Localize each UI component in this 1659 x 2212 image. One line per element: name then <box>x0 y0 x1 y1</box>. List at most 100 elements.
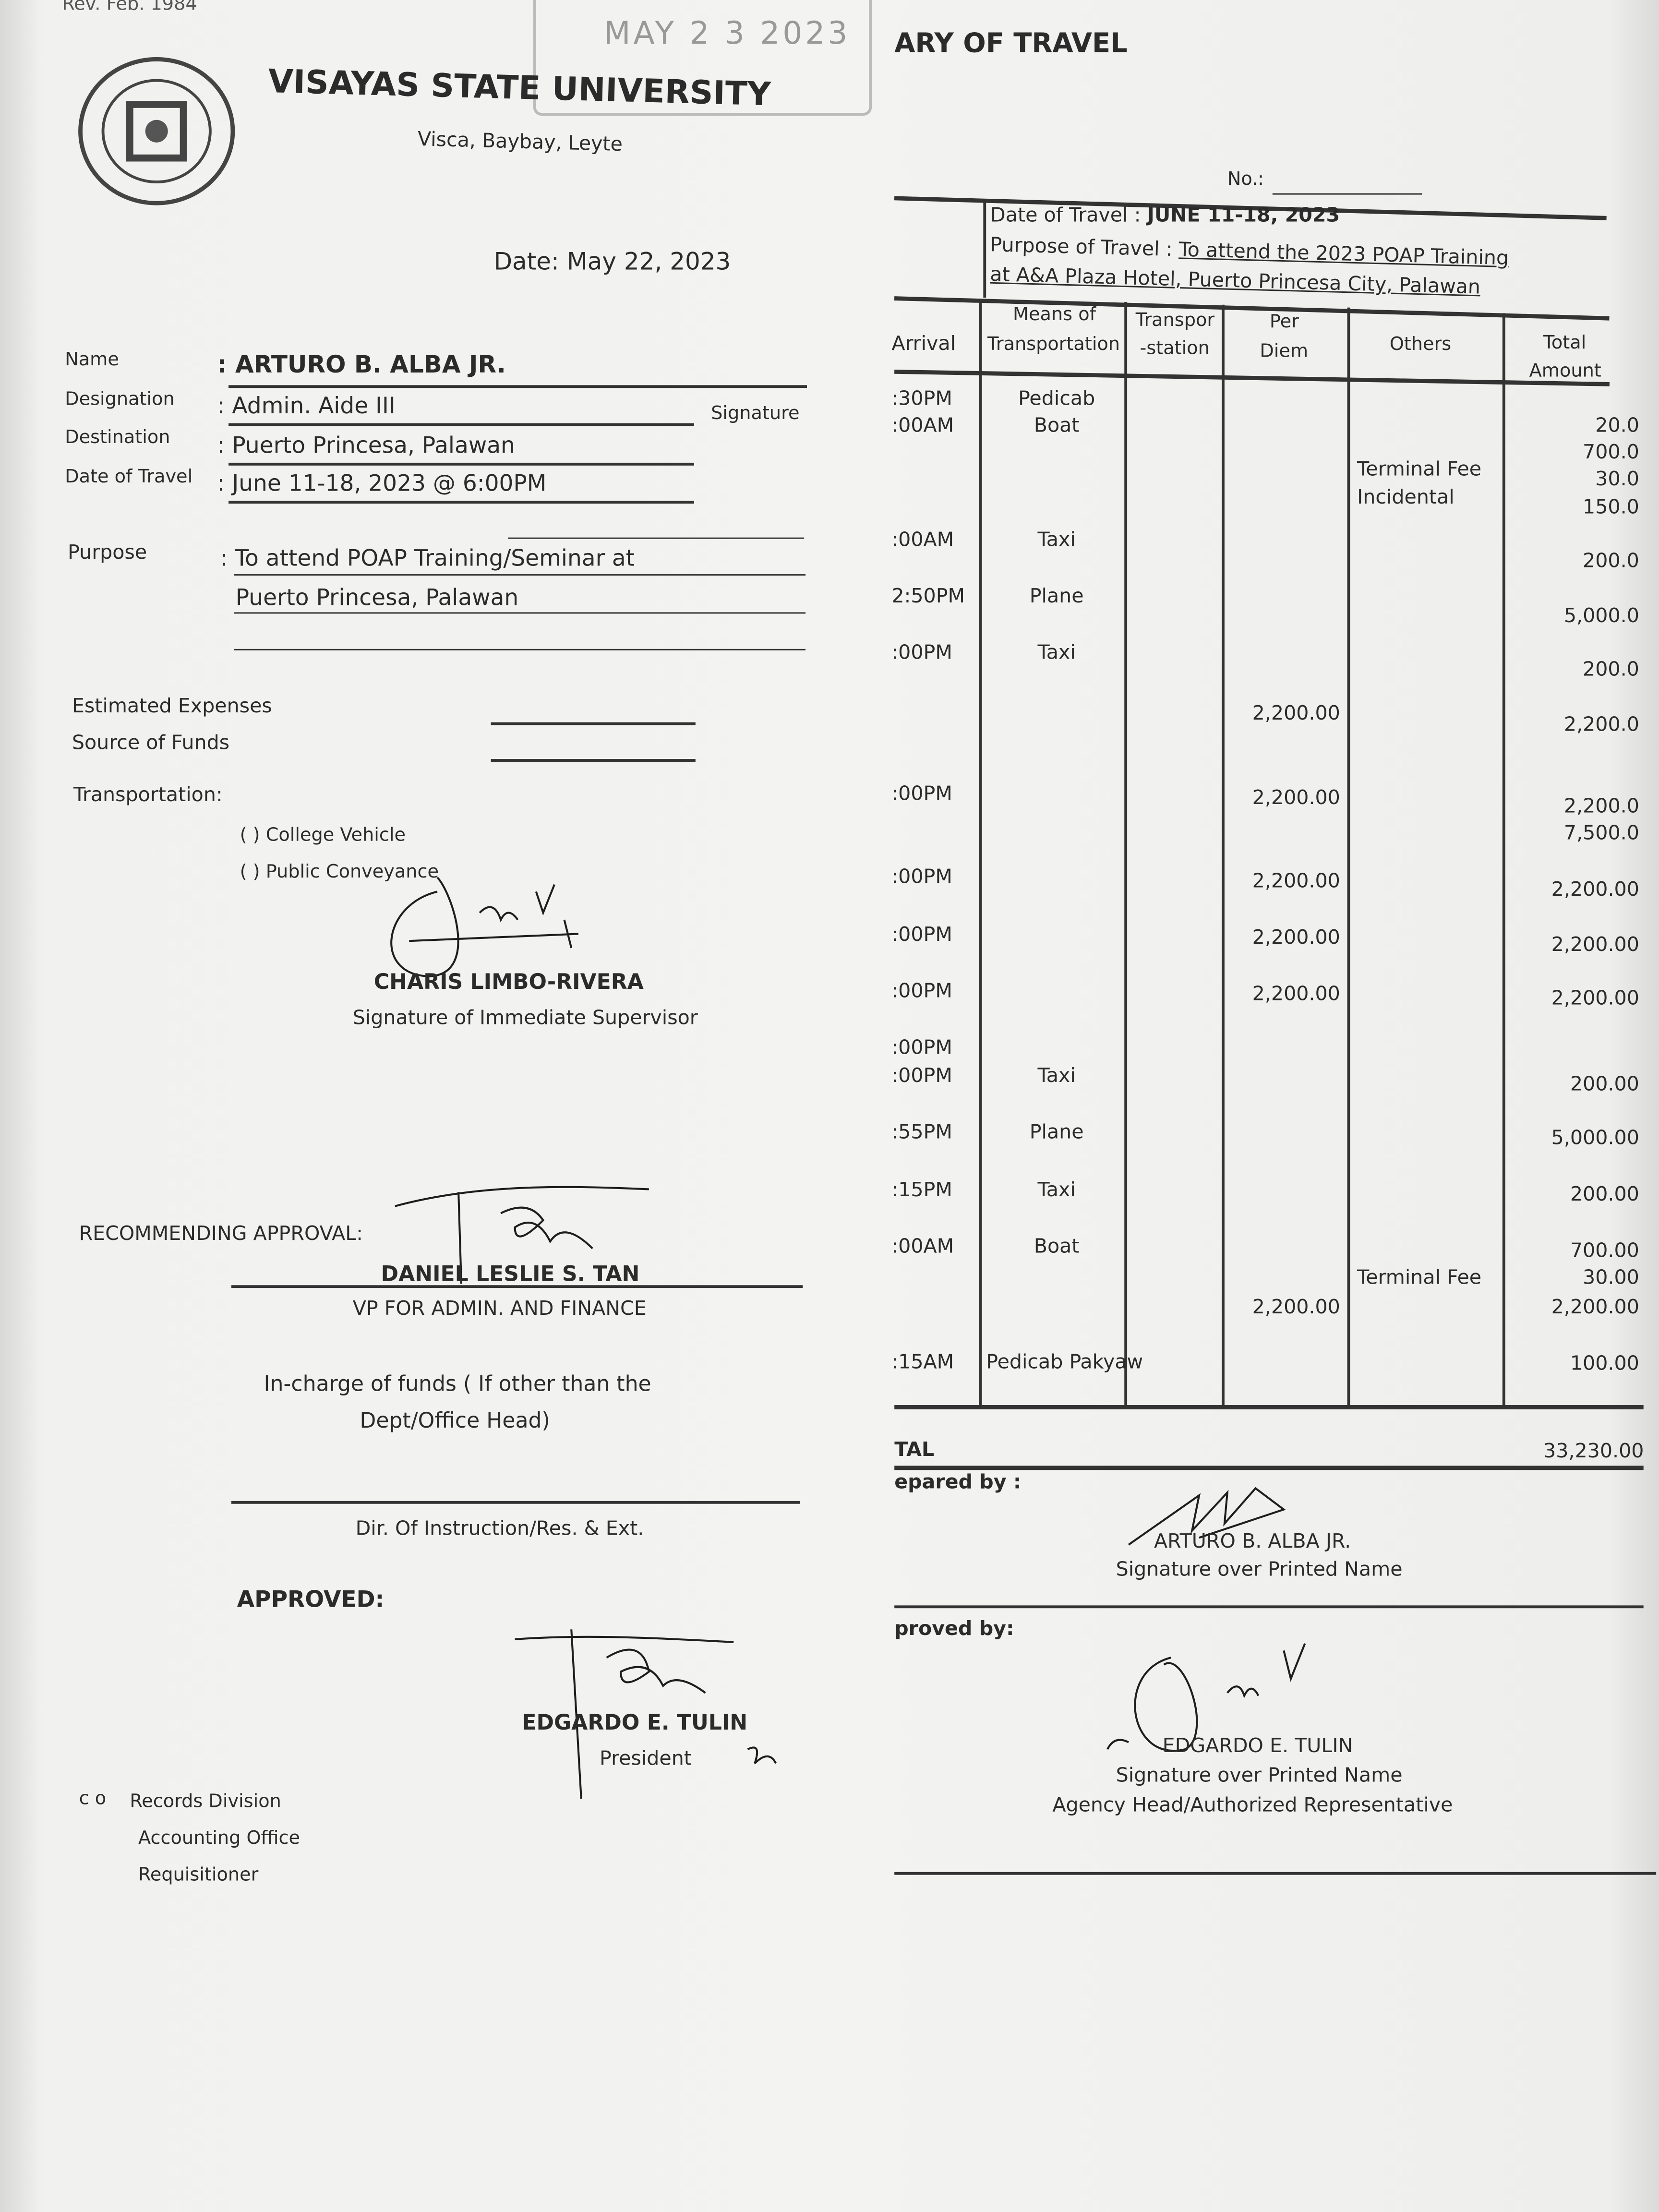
per-diem-value: 2,200.00 <box>1252 787 1340 810</box>
means-of-transport: Pedicab <box>1018 388 1095 411</box>
arrival-time: :30PM <box>891 388 952 411</box>
total-amount-value: 2,200.00 <box>1551 1296 1639 1319</box>
supervisor-name: CHARIS LIMBO-RIVERA <box>373 969 644 995</box>
source-of-funds-label: Source of Funds <box>72 732 230 755</box>
total-amount-value: 2,200.00 <box>1551 987 1639 1010</box>
total-amount-value: 20.0 <box>1595 415 1639 438</box>
arrival-time: :00AM <box>891 415 954 438</box>
signature-label: Signature <box>711 403 800 425</box>
received-stamp <box>533 0 872 116</box>
means-of-transport: Boat <box>1034 415 1080 438</box>
means-of-transport: Taxi <box>1037 642 1076 665</box>
recommending-approval-label: RECOMMENDING APPROVAL: <box>79 1223 363 1246</box>
transportation-label: Transportation: <box>73 784 223 807</box>
purpose-label: Purpose <box>68 541 147 565</box>
arrival-time: :00AM <box>891 529 954 552</box>
col-transpo2: -station <box>1140 338 1210 360</box>
destination-value: : Puerto Princesa, Palawan <box>217 432 515 459</box>
arrival-time: 2:50PM <box>891 585 965 608</box>
recommender-signature <box>395 1186 649 1284</box>
approved-by-label: proved by: <box>894 1618 1014 1641</box>
document-date: Date: May 22, 2023 <box>493 248 731 277</box>
col-per-diem: Per <box>1269 312 1299 333</box>
designation-label: Designation <box>65 389 175 411</box>
university-address: Visca, Baybay, Leyte <box>417 128 623 156</box>
col-total2: Amount <box>1529 361 1601 383</box>
means-of-transport: Taxi <box>1037 1065 1076 1088</box>
total-amount-value: 2,200.0 <box>1563 795 1639 818</box>
president-name: EDGARDO E. TULIN <box>522 1709 748 1735</box>
others-item: Terminal Fee <box>1357 458 1482 481</box>
others-item: Incidental <box>1357 486 1455 509</box>
total-amount: 33,230.00 <box>1543 1440 1644 1463</box>
means-of-transport: Taxi <box>1037 1179 1076 1202</box>
travel-date-value: : June 11-18, 2023 @ 6:00PM <box>217 469 547 497</box>
recommender-title: VP FOR ADMIN. AND FINANCE <box>352 1298 647 1321</box>
incharge-funds-line2: Dept/Office Head) <box>360 1407 550 1433</box>
purpose-value-line1: : To attend POAP Training/Seminar at <box>220 544 635 572</box>
total-amount-value: 200.0 <box>1583 550 1639 573</box>
purpose-value-line2: Puerto Princesa, Palawan <box>235 584 519 611</box>
cc-requisitioner: Requisitioner <box>138 1865 259 1887</box>
estimated-expenses-label: Estimated Expenses <box>72 695 272 718</box>
preparer-signature <box>1128 1487 1286 1546</box>
total-amount-value: 2,200.00 <box>1551 878 1639 902</box>
total-amount-value: 100.00 <box>1570 1353 1639 1376</box>
total-amount-value: 700.0 <box>1583 441 1639 464</box>
total-amount-value: 5,000.0 <box>1563 605 1639 628</box>
name-label: Name <box>65 349 119 371</box>
per-diem-value: 2,200.00 <box>1252 1296 1340 1319</box>
approver-signature <box>1106 1643 1306 1752</box>
col-per-diem2: Diem <box>1260 341 1309 363</box>
cc-label: c o <box>79 1789 107 1810</box>
total-amount-value: 2,200.0 <box>1563 714 1639 737</box>
means-of-transport: Boat <box>1034 1236 1080 1259</box>
others-item: Terminal Fee <box>1357 1267 1482 1290</box>
per-diem-value: 2,200.00 <box>1252 926 1340 950</box>
approved-label: APPROVED: <box>237 1586 385 1613</box>
per-diem-value: 2,200.00 <box>1252 983 1340 1006</box>
col-means2: Transportation <box>987 334 1120 356</box>
per-diem-value: 2,200.00 <box>1252 870 1340 893</box>
total-amount-value: 30.00 <box>1583 1267 1639 1290</box>
arrival-time: :00PM <box>891 924 952 947</box>
arrival-time: :00PM <box>891 866 952 889</box>
means-of-transport: Taxi <box>1037 529 1076 552</box>
university-seal <box>78 57 235 205</box>
cc-accounting-office: Accounting Office <box>138 1828 301 1850</box>
means-of-transport: Pedicab Pakyaw <box>986 1351 1143 1374</box>
arrival-time: :00PM <box>891 642 952 665</box>
arrival-time: :15PM <box>891 1179 952 1202</box>
total-amount-value: 200.00 <box>1570 1183 1639 1206</box>
col-means: Means of <box>1013 304 1096 326</box>
prepared-by-label: epared by : <box>894 1471 1022 1494</box>
arrival-time: :00AM <box>891 1236 954 1259</box>
col-total: Total <box>1543 333 1587 354</box>
designation-value: : Admin. Aide III <box>217 392 396 419</box>
college-vehicle-checkbox[interactable]: ( ) College Vehicle <box>240 825 406 847</box>
col-transpo: Transpor <box>1135 310 1215 332</box>
arrival-time: :15AM <box>891 1351 954 1374</box>
number-label: No.: <box>1227 169 1264 191</box>
public-conveyance-checkbox[interactable]: ( ) Public Conveyance <box>240 862 439 883</box>
means-of-transport: Plane <box>1029 585 1084 608</box>
supervisor-signature <box>390 877 578 977</box>
total-label: TAL <box>894 1439 935 1462</box>
col-arrival: Arrival <box>891 333 956 356</box>
stamp-date: MAY 2 3 2023 <box>603 17 851 52</box>
means-of-transport: Plane <box>1029 1121 1084 1144</box>
itinerary-purpose: Purpose of Travel : To attend the 2023 P… <box>989 234 1509 271</box>
itinerary-date-label: Date of Travel : JUNE 11-18, 2023 <box>990 204 1340 228</box>
approver-title2: Agency Head/Authorized Representative <box>1052 1794 1453 1817</box>
per-diem-value: 2,200.00 <box>1252 702 1340 725</box>
total-amount-value: 150.0 <box>1583 496 1639 519</box>
travel-date-label: Date of Travel <box>65 467 193 488</box>
revision-label: Rev. Feb. 1984 <box>62 0 197 16</box>
destination-label: Destination <box>65 427 170 449</box>
total-amount-value: 30.0 <box>1595 468 1639 491</box>
itinerary-purpose-line2: at A&A Plaza Hotel, Puerto Princesa City… <box>989 264 1481 300</box>
incharge-funds-line1: In-charge of funds ( If other than the <box>264 1371 651 1397</box>
total-amount-value: 5,000.00 <box>1551 1127 1639 1150</box>
preparer-name: ARTURO B. ALBA JR. <box>1154 1530 1351 1553</box>
